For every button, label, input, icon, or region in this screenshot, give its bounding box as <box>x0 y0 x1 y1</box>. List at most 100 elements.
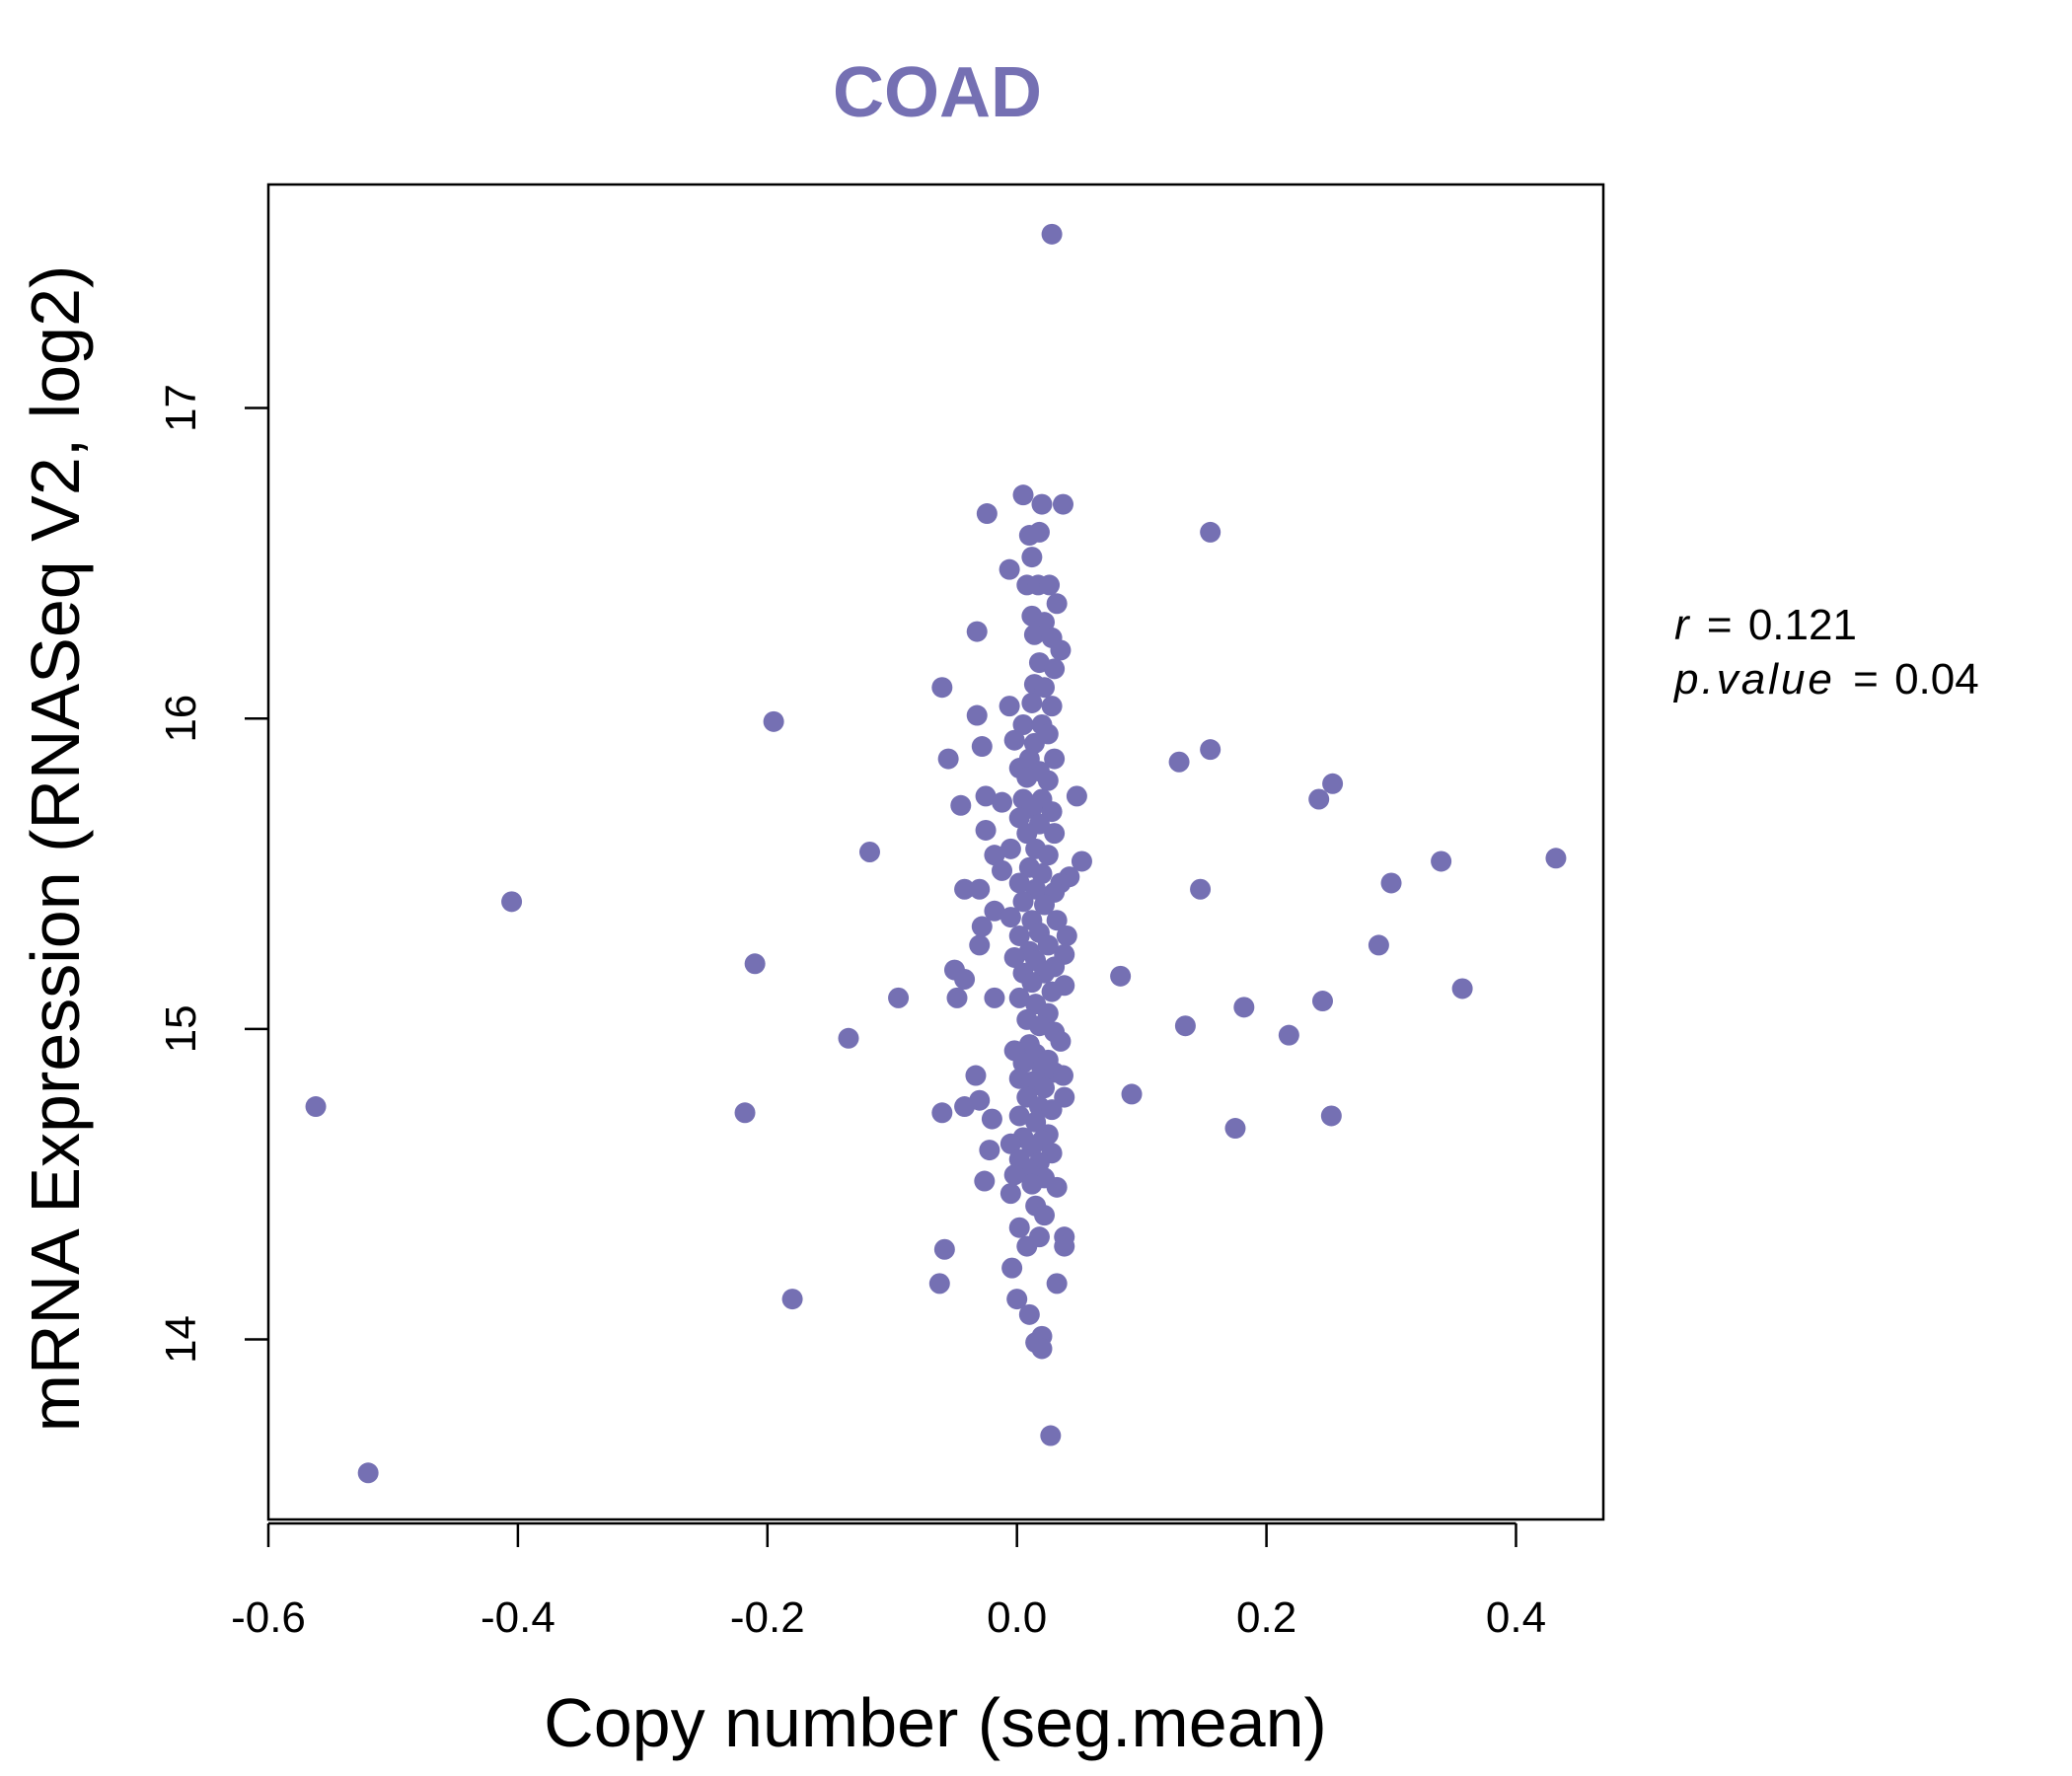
y-tick-label: 15 <box>157 1004 205 1053</box>
data-point <box>1174 1015 1196 1037</box>
data-point <box>1056 925 1077 946</box>
data-point <box>838 1027 859 1049</box>
data-point <box>1031 863 1053 885</box>
data-point <box>1044 823 1066 845</box>
data-point <box>1311 991 1333 1012</box>
p-label: p.value <box>1672 655 1835 703</box>
data-point <box>1200 521 1221 543</box>
data-point <box>969 878 991 900</box>
p-equals: = <box>1853 655 1879 703</box>
data-point <box>976 503 998 525</box>
data-point <box>1021 972 1043 994</box>
data-point <box>992 859 1013 881</box>
data-point <box>946 987 968 1008</box>
data-point <box>888 987 910 1008</box>
data-point <box>1054 1235 1075 1257</box>
data-point <box>1368 934 1389 956</box>
data-point <box>1037 770 1059 791</box>
data-point <box>1052 1065 1073 1086</box>
data-point <box>928 1273 950 1295</box>
data-point <box>1023 624 1045 645</box>
data-point <box>1040 1425 1062 1446</box>
data-point <box>931 677 953 699</box>
data-point <box>1320 1105 1342 1127</box>
data-point <box>1044 748 1066 770</box>
data-point <box>999 838 1021 859</box>
data-point <box>999 696 1020 717</box>
data-point <box>1008 1217 1030 1238</box>
data-point <box>1046 910 1068 931</box>
data-point <box>357 1462 379 1484</box>
data-point <box>1012 891 1034 913</box>
data-point <box>999 1133 1021 1154</box>
data-point <box>974 1170 996 1192</box>
data-point <box>1050 639 1072 661</box>
data-point <box>999 907 1021 928</box>
data-point <box>1012 484 1034 506</box>
y-tick-label: 17 <box>157 384 205 432</box>
data-point <box>1008 807 1030 829</box>
data-point <box>763 710 784 732</box>
data-point <box>992 791 1013 813</box>
data-point <box>1121 1083 1143 1105</box>
data-point <box>999 1183 1021 1205</box>
data-point <box>1046 1176 1068 1198</box>
data-point <box>1003 729 1025 751</box>
data-point <box>1001 1257 1023 1279</box>
plot-frame <box>266 183 1605 1521</box>
data-point <box>984 987 1005 1008</box>
data-point <box>1046 1273 1068 1295</box>
data-point <box>858 842 880 862</box>
data-point <box>1028 521 1050 543</box>
data-point <box>1018 1303 1040 1325</box>
y-tick-label: 14 <box>157 1315 205 1364</box>
svg-text:r = 0.121: r = 0.121 <box>1674 601 1857 649</box>
data-point <box>1034 677 1056 699</box>
data-point <box>1021 1173 1043 1195</box>
data-point <box>954 878 976 900</box>
data-point <box>781 1289 803 1310</box>
data-point <box>1190 878 1212 900</box>
data-point <box>1278 1024 1299 1046</box>
data-point <box>1016 823 1038 845</box>
data-point <box>1200 739 1221 761</box>
chart-title: COAD <box>833 53 1042 132</box>
svg-text:p.value = 0.04: p.value = 0.04 <box>1672 655 1979 703</box>
x-tick-label: 0.0 <box>987 1593 1047 1642</box>
data-point <box>965 1065 987 1086</box>
data-point <box>1322 773 1344 794</box>
y-tick-label: 16 <box>157 695 205 743</box>
data-point <box>979 1140 1000 1161</box>
r-label: r <box>1674 601 1691 649</box>
data-point <box>966 704 988 726</box>
data-point <box>1046 593 1068 615</box>
r-equals: = <box>1707 601 1733 649</box>
data-point <box>1050 1030 1072 1052</box>
data-point <box>1037 845 1059 866</box>
data-point <box>984 900 1005 922</box>
data-point <box>975 785 997 807</box>
data-point <box>1168 751 1190 773</box>
data-point <box>1012 713 1034 735</box>
data-point <box>1021 547 1043 568</box>
data-point <box>1016 767 1038 788</box>
data-point <box>1431 851 1452 872</box>
data-point <box>931 1102 953 1124</box>
data-point <box>1308 788 1330 810</box>
data-point <box>1012 1052 1034 1073</box>
data-point <box>1008 1105 1030 1127</box>
data-point <box>1066 785 1087 807</box>
x-tick-label: 0.2 <box>1236 1593 1296 1642</box>
y-axis: 14 15 16 17 <box>157 384 268 1364</box>
data-point <box>971 736 993 758</box>
data-point <box>1380 872 1402 894</box>
data-point <box>984 845 1005 866</box>
x-tick-label: -0.2 <box>730 1593 805 1642</box>
data-point <box>981 1108 1002 1130</box>
data-point <box>1003 946 1025 968</box>
x-tick-label: -0.6 <box>231 1593 306 1642</box>
x-tick-label: -0.4 <box>481 1593 555 1642</box>
data-point <box>1039 574 1061 596</box>
data-point <box>1451 978 1473 999</box>
data-point <box>1008 925 1030 946</box>
